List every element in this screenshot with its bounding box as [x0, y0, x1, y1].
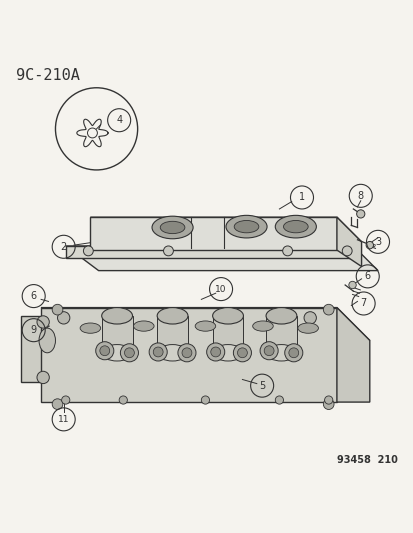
Ellipse shape — [39, 328, 55, 353]
Circle shape — [324, 396, 332, 404]
Circle shape — [303, 312, 316, 324]
Circle shape — [233, 344, 251, 362]
Ellipse shape — [252, 321, 273, 331]
Circle shape — [348, 281, 355, 289]
Polygon shape — [102, 316, 132, 353]
Ellipse shape — [157, 308, 188, 324]
Text: 10: 10 — [215, 285, 226, 294]
Text: 3: 3 — [374, 237, 380, 247]
Polygon shape — [90, 217, 336, 250]
Ellipse shape — [212, 344, 243, 361]
Circle shape — [52, 399, 63, 409]
Polygon shape — [41, 308, 336, 402]
Polygon shape — [336, 308, 369, 402]
Ellipse shape — [275, 215, 316, 238]
Text: 1: 1 — [298, 192, 304, 203]
Circle shape — [37, 372, 49, 384]
Circle shape — [365, 241, 373, 249]
Circle shape — [288, 348, 298, 358]
Ellipse shape — [133, 321, 154, 331]
Circle shape — [153, 347, 163, 357]
Ellipse shape — [225, 215, 266, 238]
Ellipse shape — [297, 323, 318, 333]
Polygon shape — [21, 316, 74, 382]
Polygon shape — [157, 316, 188, 353]
Ellipse shape — [157, 344, 188, 361]
Polygon shape — [66, 246, 353, 259]
Circle shape — [62, 396, 70, 404]
Ellipse shape — [80, 323, 100, 333]
Circle shape — [120, 344, 138, 362]
Polygon shape — [336, 217, 361, 266]
Text: 8: 8 — [357, 191, 363, 201]
Ellipse shape — [234, 221, 258, 233]
Circle shape — [259, 342, 278, 360]
Circle shape — [323, 399, 333, 409]
Ellipse shape — [212, 308, 243, 324]
Ellipse shape — [102, 308, 132, 324]
Ellipse shape — [102, 344, 132, 361]
Text: 4: 4 — [116, 115, 122, 125]
Polygon shape — [41, 308, 369, 341]
Ellipse shape — [266, 344, 296, 361]
Circle shape — [323, 304, 333, 315]
Circle shape — [275, 396, 283, 404]
Circle shape — [282, 246, 292, 256]
Circle shape — [182, 348, 191, 358]
Circle shape — [52, 304, 63, 315]
Circle shape — [163, 246, 173, 256]
Circle shape — [178, 344, 195, 362]
Ellipse shape — [160, 221, 185, 233]
Circle shape — [149, 343, 167, 361]
Circle shape — [57, 312, 70, 324]
Circle shape — [95, 342, 114, 360]
Circle shape — [100, 346, 109, 356]
Circle shape — [210, 347, 220, 357]
Text: 6: 6 — [364, 271, 370, 281]
Ellipse shape — [266, 308, 296, 324]
Ellipse shape — [195, 321, 215, 331]
Circle shape — [206, 343, 224, 361]
Text: 6: 6 — [31, 291, 37, 301]
Ellipse shape — [283, 221, 307, 233]
Ellipse shape — [152, 216, 192, 239]
Polygon shape — [90, 217, 361, 242]
Text: 11: 11 — [58, 415, 69, 424]
Circle shape — [356, 210, 364, 218]
Polygon shape — [212, 316, 243, 353]
Text: 9C-210A: 9C-210A — [17, 68, 80, 83]
Circle shape — [342, 246, 351, 256]
Polygon shape — [266, 316, 296, 353]
Text: 93458  210: 93458 210 — [336, 455, 397, 465]
Circle shape — [263, 346, 273, 356]
Circle shape — [201, 396, 209, 404]
Text: 2: 2 — [60, 242, 66, 252]
Text: 7: 7 — [360, 298, 366, 309]
Circle shape — [83, 246, 93, 256]
Text: 5: 5 — [259, 381, 265, 391]
Circle shape — [237, 348, 247, 358]
Circle shape — [124, 348, 134, 358]
Polygon shape — [66, 246, 377, 271]
Text: 9: 9 — [31, 325, 37, 335]
Circle shape — [37, 316, 49, 328]
Circle shape — [284, 344, 302, 362]
Circle shape — [119, 396, 127, 404]
